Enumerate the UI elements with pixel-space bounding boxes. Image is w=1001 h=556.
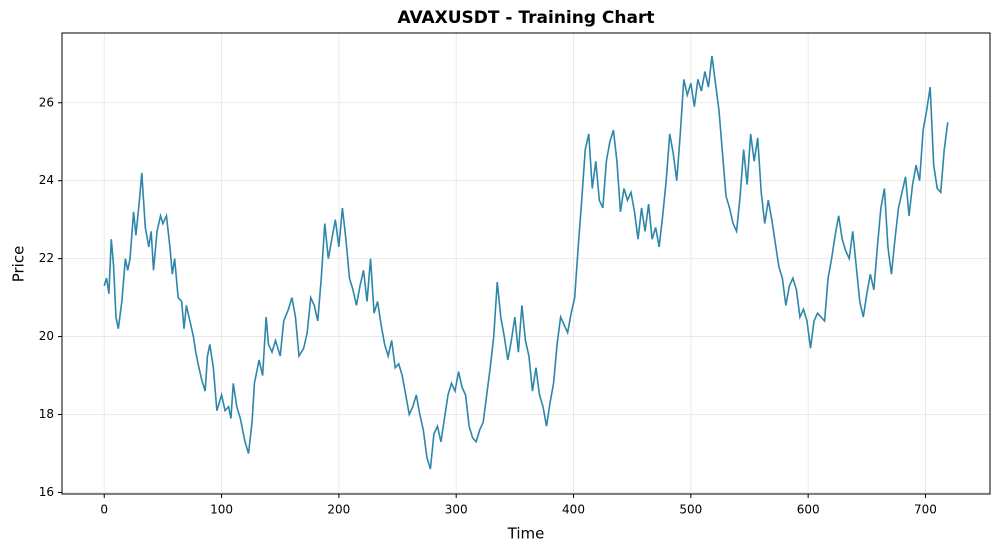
- x-tick-label: 400: [562, 503, 585, 517]
- x-tick-label: 100: [210, 503, 233, 517]
- plot-frame: [61, 32, 991, 495]
- x-tick-label: 600: [797, 503, 820, 517]
- y-tick-label: 26: [39, 95, 54, 109]
- y-tick-label: 20: [39, 329, 54, 343]
- x-tick-label: 0: [100, 503, 108, 517]
- x-axis-label: Time: [507, 525, 545, 543]
- x-tick-label: 300: [445, 503, 468, 517]
- y-tick-label: 18: [39, 407, 54, 421]
- chart-title: AVAXUSDT - Training Chart: [397, 8, 654, 28]
- price-line: [103, 55, 949, 470]
- y-tick-label: 24: [39, 173, 54, 187]
- y-axis-label: Price: [10, 246, 28, 283]
- y-tick-label: 16: [39, 485, 54, 499]
- x-tick-label: 700: [914, 503, 937, 517]
- x-tick-label: 500: [679, 503, 702, 517]
- x-tick-label: 200: [327, 503, 350, 517]
- y-tick-label: 22: [39, 251, 54, 265]
